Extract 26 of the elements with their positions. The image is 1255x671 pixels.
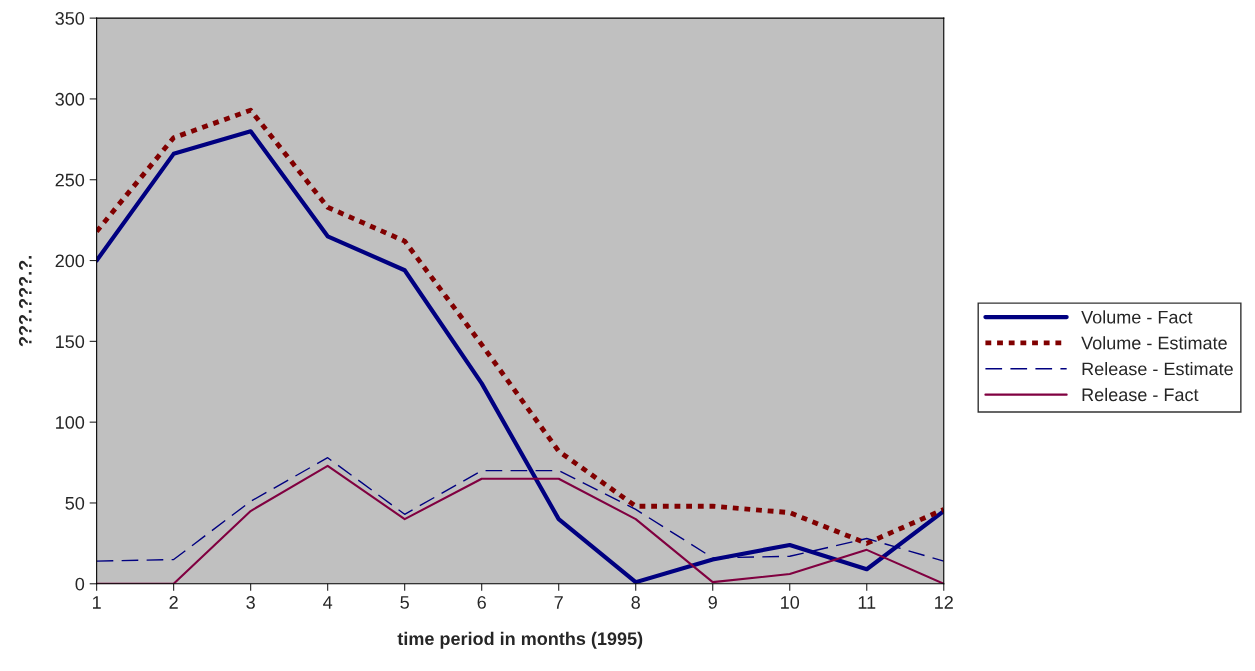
- y-tick-label: 150: [56, 335, 85, 349]
- y-tick-label: 350: [55, 12, 85, 25]
- legend-label: Release - Fact: [1082, 387, 1199, 402]
- y-tick-label: 0: [75, 577, 85, 591]
- y-tick-label: 250: [55, 173, 85, 187]
- x-tick-label: 9: [708, 596, 717, 609]
- x-tick-label: 7: [554, 596, 563, 609]
- y-tick-label: 300: [55, 92, 85, 106]
- x-tick-label: 10: [781, 596, 800, 609]
- x-tick-label: 8: [631, 596, 640, 609]
- x-tick-label: 11: [858, 596, 876, 609]
- legend-label: Release - Estimate: [1082, 362, 1233, 376]
- x-tick-label: 1: [92, 596, 101, 609]
- x-tick-label: 2: [169, 596, 178, 609]
- x-tick-label: 6: [477, 596, 486, 609]
- x-tick-label: 4: [323, 596, 333, 609]
- y-axis-title: ???.???.?.: [18, 256, 32, 347]
- y-tick-label: 50: [65, 496, 85, 510]
- y-tick-label: 200: [55, 254, 85, 268]
- x-tick-label: 5: [400, 596, 409, 609]
- x-tick-label: 3: [246, 596, 255, 609]
- x-axis-title: time period in months (1995): [397, 631, 643, 649]
- x-tick-label: 12: [935, 596, 953, 609]
- y-tick-label: 100: [56, 416, 85, 429]
- legend-label: Volume - Fact: [1081, 310, 1193, 324]
- legend-label: Volume - Estimate: [1081, 336, 1227, 350]
